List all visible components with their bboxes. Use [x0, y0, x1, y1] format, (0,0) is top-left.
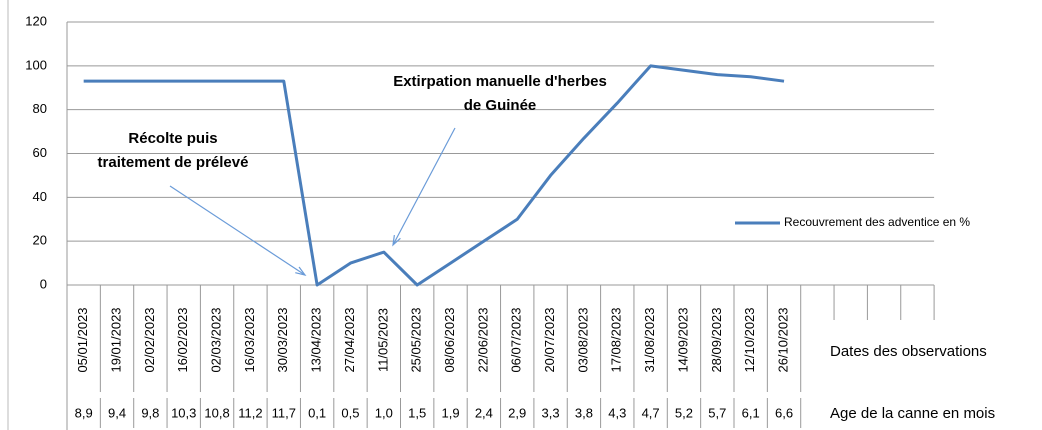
age-label: 0,1 — [308, 405, 326, 420]
x-tick-label: 14/09/2023 — [675, 307, 690, 372]
age-label: 2,9 — [508, 405, 526, 420]
y-tick-label: 100 — [25, 57, 47, 72]
arrow-head — [392, 235, 401, 247]
x-tick-label: 16/02/2023 — [175, 307, 190, 372]
annotation-arrow — [392, 127, 456, 246]
x-tick-label: 08/06/2023 — [442, 307, 457, 372]
x-tick-label: 02/03/2023 — [209, 307, 224, 372]
age-label: 11,7 — [272, 405, 296, 420]
y-tick-label: 80 — [33, 101, 47, 116]
x-tick-label: 02/02/2023 — [142, 307, 157, 372]
arrow-head — [295, 266, 307, 276]
age-label: 6,6 — [775, 405, 793, 420]
age-label: 9,4 — [108, 405, 126, 420]
age-label: 10,8 — [204, 405, 229, 420]
x-tick-label: 27/04/2023 — [342, 307, 357, 372]
x-tick-label: 03/08/2023 — [575, 307, 590, 372]
x-axis-label: Dates des observations — [830, 343, 987, 360]
age-label: 1,0 — [375, 405, 393, 420]
x-tick-label: 11/05/2023 — [375, 308, 390, 372]
x-tick-label: 19/01/2023 — [108, 307, 123, 372]
age-label: 11,2 — [238, 405, 262, 420]
x-tick-label: 06/07/2023 — [509, 307, 524, 372]
y-tick-label: 40 — [33, 189, 47, 204]
x-tick-label: 20/07/2023 — [542, 307, 557, 372]
x-tick-label: 13/04/2023 — [309, 307, 324, 372]
age-label: 1,5 — [408, 405, 426, 420]
x-tick-label: 16/03/2023 — [242, 307, 257, 372]
y-tick-label: 0 — [40, 276, 47, 291]
age-label: 3,8 — [575, 405, 593, 420]
age-label: 10,3 — [171, 405, 196, 420]
age-label: 9,8 — [141, 405, 159, 420]
annotation: traitement de prélevé — [98, 154, 249, 171]
age-label: 4,7 — [642, 405, 660, 420]
x-tick-label: 25/05/2023 — [409, 307, 424, 372]
age-label: 8,9 — [75, 405, 93, 420]
age-label: 5,7 — [708, 405, 726, 420]
age-label: 4,3 — [608, 405, 626, 420]
age-label: 2,4 — [475, 405, 493, 420]
series-line — [83, 64, 785, 287]
x-tick-label: 30/03/2023 — [275, 307, 290, 372]
legend-label: Recouvrement des adventice en % — [784, 215, 970, 229]
age-label: 6,1 — [742, 405, 760, 420]
y-tick-label: 60 — [33, 145, 47, 160]
age-label: 0,5 — [341, 405, 359, 420]
x-tick-label: 12/10/2023 — [742, 307, 757, 372]
annotation: Récolte puis — [128, 130, 217, 147]
annotation-arrow — [169, 185, 306, 276]
age-label: 1,9 — [441, 405, 459, 420]
annotation: de Guinée — [464, 97, 537, 114]
annotation: Extirpation manuelle d'herbes — [393, 73, 607, 90]
x-tick-label: 05/01/2023 — [75, 307, 90, 372]
x-tick-label: 17/08/2023 — [609, 307, 624, 372]
x-axis-label-2: Age de la canne en mois — [830, 405, 995, 422]
age-label: 3,3 — [542, 405, 560, 420]
x-tick-label: 31/08/2023 — [642, 307, 657, 372]
y-tick-label: 20 — [33, 233, 47, 248]
x-tick-label: 22/06/2023 — [475, 307, 490, 372]
x-tick-label: 26/10/2023 — [775, 307, 790, 372]
age-label: 5,2 — [675, 405, 693, 420]
y-tick-label: 120 — [25, 13, 47, 28]
x-tick-label: 28/09/2023 — [709, 307, 724, 372]
